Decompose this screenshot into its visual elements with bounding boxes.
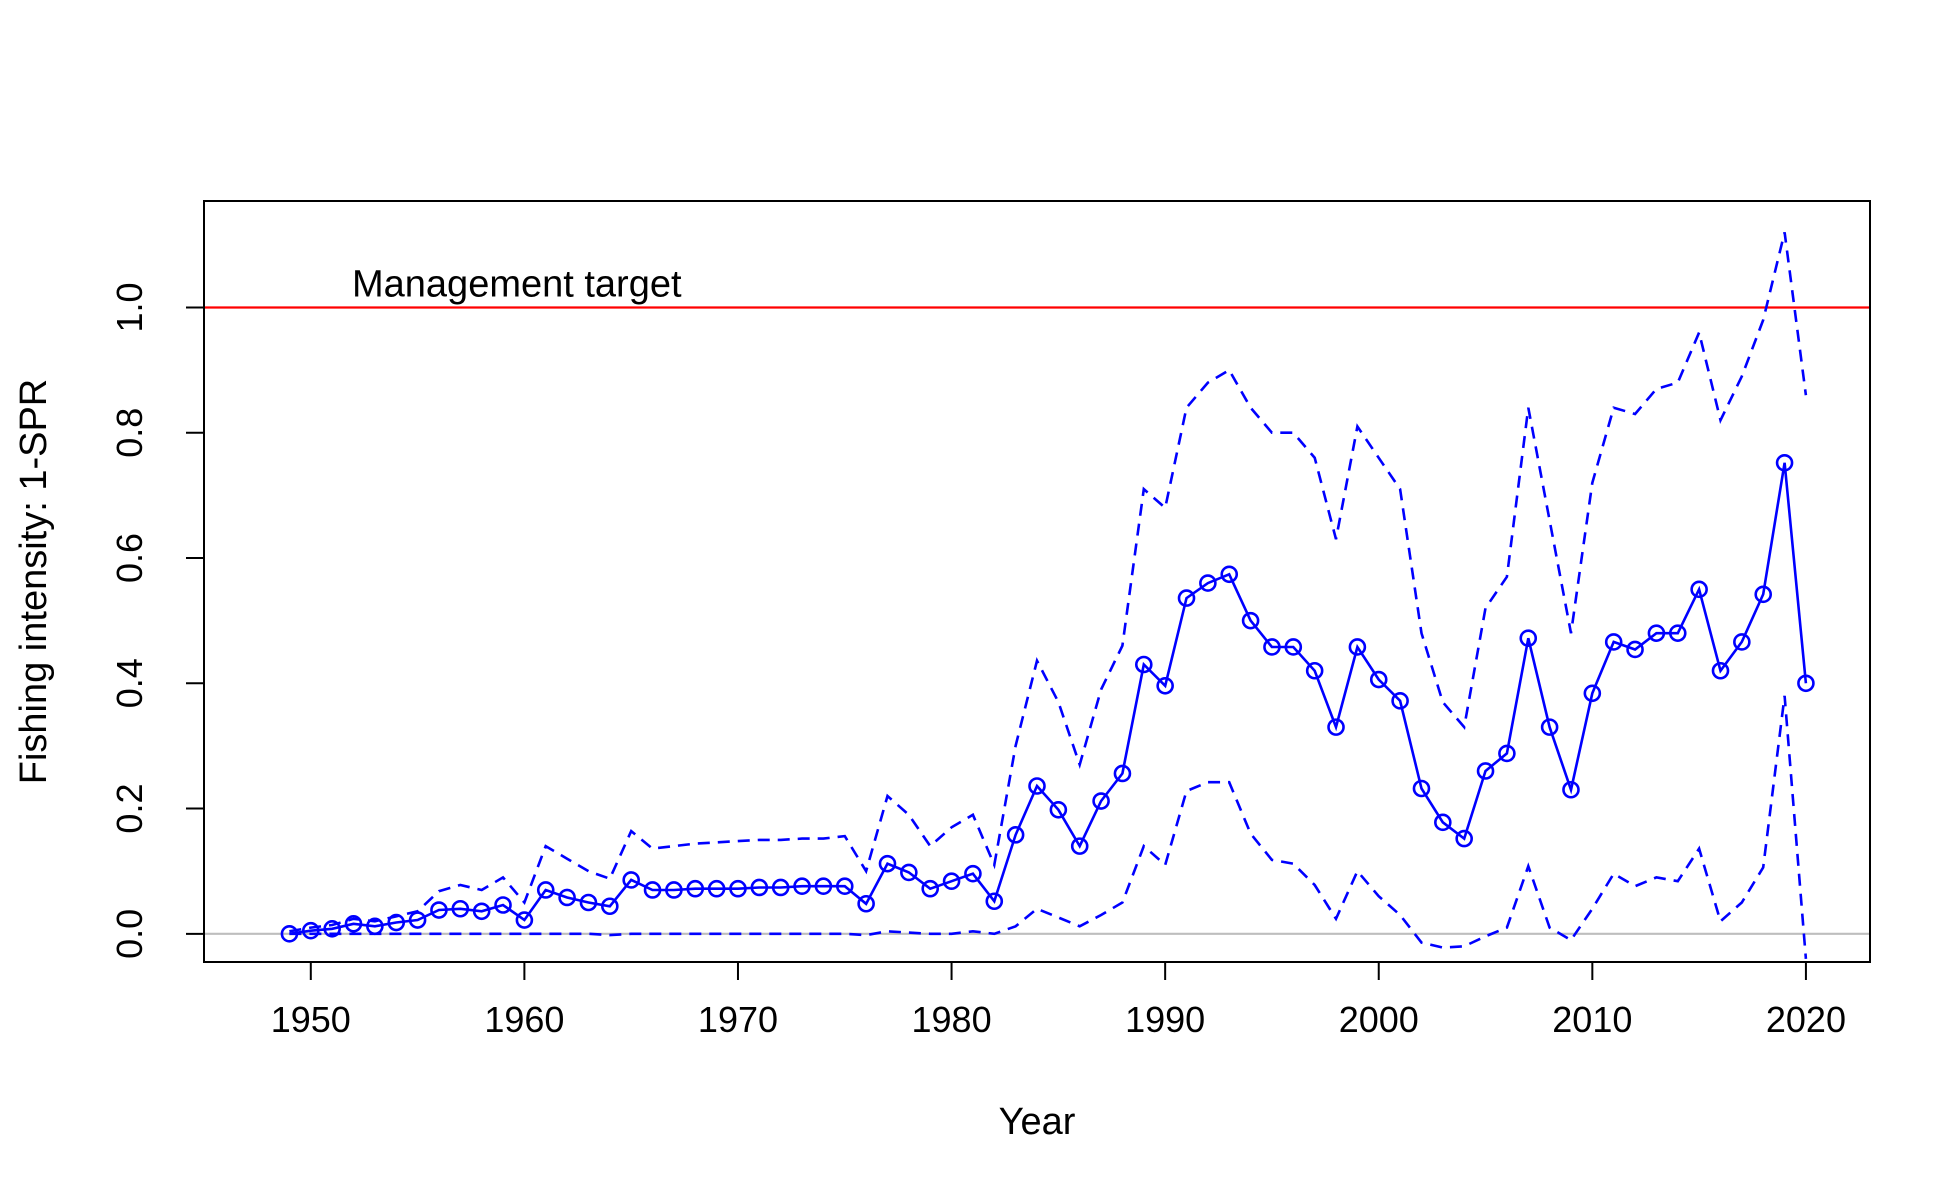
data-point <box>1797 674 1815 693</box>
data-point <box>1092 792 1110 810</box>
y-tick-label: 0.0 <box>109 909 150 959</box>
data-point <box>793 877 811 896</box>
data-point <box>771 878 790 897</box>
data-point <box>280 925 299 943</box>
data-point <box>814 877 833 896</box>
data-point <box>558 888 576 907</box>
data-point <box>707 879 726 898</box>
data-point <box>686 879 705 898</box>
data-point <box>1647 624 1666 642</box>
y-tick-label: 1.0 <box>109 282 150 332</box>
data-point <box>921 879 940 898</box>
data-point <box>1455 829 1473 848</box>
data-point <box>1305 661 1324 680</box>
data-point <box>1540 718 1559 736</box>
data-point <box>430 901 448 919</box>
data-point <box>1775 454 1794 472</box>
management-target-label: Management target <box>352 263 682 305</box>
plot-content <box>204 231 1870 960</box>
data-point <box>472 902 491 921</box>
data-point <box>857 894 875 913</box>
data-point <box>900 863 918 882</box>
y-axis-title: Fishing intensity: 1-SPR <box>13 379 55 785</box>
y-axis: 0.0 0.2 0.4 0.6 0.8 1.0 <box>109 282 205 959</box>
x-tick-label: 2010 <box>1552 999 1632 1040</box>
data-point <box>1134 655 1153 674</box>
data-point <box>579 893 598 912</box>
data-point <box>1156 676 1174 695</box>
data-point <box>1241 611 1260 630</box>
y-tick-label: 0.4 <box>109 658 150 708</box>
x-tick-label: 1970 <box>698 999 778 1040</box>
data-point <box>1754 585 1773 604</box>
data-point <box>729 879 747 898</box>
data-point <box>1626 640 1644 659</box>
data-point <box>387 913 406 932</box>
data-point <box>1348 638 1367 656</box>
estimate-points <box>280 454 1815 943</box>
data-point <box>665 881 683 899</box>
x-axis: 1950 1960 1970 1980 1990 2000 2010 2020 <box>271 961 1846 1040</box>
y-tick-label: 0.6 <box>109 533 150 583</box>
data-point <box>1070 837 1089 855</box>
data-point <box>366 917 384 936</box>
x-axis-title: Year <box>999 1101 1076 1143</box>
data-point <box>1049 800 1068 819</box>
data-point <box>985 892 1004 911</box>
data-point <box>1476 762 1495 780</box>
data-point <box>1733 633 1751 651</box>
data-point <box>1177 589 1196 607</box>
data-point <box>835 877 854 896</box>
data-point <box>451 899 470 918</box>
x-tick-label: 1990 <box>1125 999 1205 1040</box>
data-point <box>1604 633 1623 651</box>
data-point <box>1434 813 1452 832</box>
data-point <box>1583 684 1602 703</box>
data-point <box>1690 580 1708 599</box>
x-tick-label: 2000 <box>1339 999 1419 1040</box>
x-tick-label: 1960 <box>484 999 564 1040</box>
data-point <box>1391 692 1409 710</box>
data-point <box>643 881 662 899</box>
data-point <box>601 897 619 916</box>
x-tick-label: 1980 <box>912 999 992 1040</box>
data-point <box>878 854 897 873</box>
data-point <box>1284 638 1303 656</box>
x-tick-label: 1950 <box>271 999 351 1040</box>
data-point <box>344 914 363 933</box>
data-point <box>1668 624 1687 642</box>
y-tick-label: 0.2 <box>109 784 150 834</box>
data-point <box>1263 638 1281 656</box>
data-point <box>1412 779 1431 798</box>
data-point <box>536 881 555 899</box>
data-point <box>408 911 427 929</box>
data-point <box>1327 718 1345 736</box>
lower-interval-line <box>289 695 1808 960</box>
data-point <box>1028 777 1046 795</box>
data-point <box>515 911 534 929</box>
data-point <box>1562 780 1580 799</box>
x-tick-label: 2020 <box>1766 999 1846 1040</box>
data-point <box>1498 744 1516 763</box>
data-point <box>301 921 320 940</box>
data-point <box>964 864 982 883</box>
data-point <box>494 896 512 914</box>
data-point <box>750 878 769 897</box>
data-point <box>1369 670 1388 689</box>
data-point <box>1711 661 1730 680</box>
data-point <box>1519 629 1538 647</box>
data-point <box>323 920 341 938</box>
data-point <box>622 871 640 889</box>
y-tick-label: 0.8 <box>109 408 150 458</box>
data-point <box>1220 565 1239 584</box>
data-point <box>1113 764 1132 783</box>
data-point <box>942 872 961 891</box>
estimate-line <box>289 462 1808 936</box>
data-point <box>1199 574 1217 592</box>
data-point <box>1006 826 1025 844</box>
